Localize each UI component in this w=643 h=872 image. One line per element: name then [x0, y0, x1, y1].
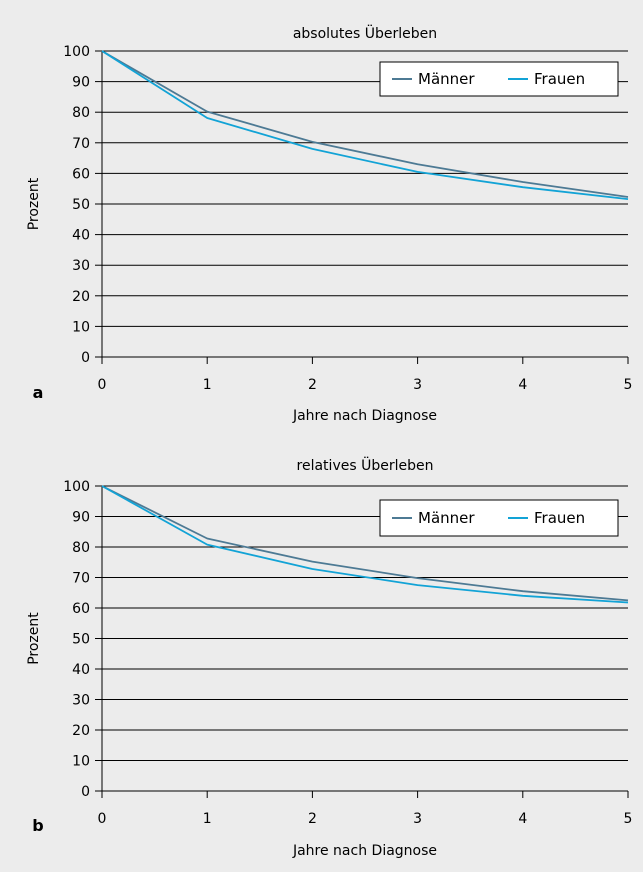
legend-label: Männer: [418, 509, 475, 527]
x-tick-label: 0: [98, 377, 107, 393]
y-tick-label: 50: [72, 632, 90, 648]
panel-letter: b: [32, 816, 43, 835]
legend-label: Frauen: [534, 70, 585, 88]
y-tick-label: 10: [72, 754, 90, 770]
y-tick-label: 20: [72, 289, 90, 305]
y-tick-label: 40: [72, 662, 90, 678]
y-tick-label: 90: [72, 510, 90, 526]
series-line-maenner: [101, 50, 629, 198]
x-axis-title: Jahre nach Diagnose: [292, 408, 437, 424]
y-axis-title: Prozent: [26, 177, 42, 230]
x-tick-label: 0: [98, 811, 107, 827]
x-tick-label: 4: [518, 811, 527, 827]
y-tick-label: 80: [72, 540, 90, 556]
y-tick-label: 0: [81, 784, 90, 800]
y-tick-label: 50: [72, 197, 90, 213]
y-tick-label: 60: [72, 601, 90, 617]
x-tick-label: 1: [203, 811, 212, 827]
y-tick-label: 0: [81, 350, 90, 366]
legend-label: Männer: [418, 70, 475, 88]
y-tick-label: 10: [72, 319, 90, 335]
y-tick-label: 100: [63, 479, 90, 495]
panel-letter: a: [33, 383, 44, 402]
x-tick-label: 5: [624, 811, 633, 827]
y-tick-label: 20: [72, 723, 90, 739]
series-line-frauen: [101, 485, 629, 604]
y-tick-label: 70: [72, 136, 90, 152]
y-tick-label: 40: [72, 228, 90, 244]
x-tick-label: 3: [413, 377, 422, 393]
legend: Männer Frauen: [379, 499, 619, 537]
y-tick-label: 100: [63, 44, 90, 60]
x-tick-label: 3: [413, 811, 422, 827]
x-tick-label: 2: [308, 811, 317, 827]
chart-panel-a: absolutes Überleben010203040506070809010…: [26, 24, 632, 424]
x-tick-label: 2: [308, 377, 317, 393]
x-tick-label: 4: [518, 377, 527, 393]
y-tick-label: 70: [72, 571, 90, 587]
series-line-maenner: [101, 485, 629, 602]
y-tick-label: 60: [72, 166, 90, 182]
y-tick-label: 30: [72, 693, 90, 709]
chart-title: absolutes Überleben: [293, 24, 437, 42]
x-tick-label: 5: [624, 377, 633, 393]
legend: Männer Frauen: [379, 61, 619, 97]
y-tick-label: 80: [72, 105, 90, 121]
x-axis-title: Jahre nach Diagnose: [292, 843, 437, 859]
y-axis-title: Prozent: [26, 612, 42, 665]
legend-label: Frauen: [534, 509, 585, 527]
chart-panel-b: relatives Überleben010203040506070809010…: [26, 456, 632, 859]
series-line-frauen: [101, 50, 629, 200]
y-tick-label: 30: [72, 258, 90, 274]
x-tick-label: 1: [203, 377, 212, 393]
legend-box: [379, 61, 619, 97]
chart-title: relatives Überleben: [297, 456, 434, 474]
legend-box: [379, 499, 619, 537]
y-tick-label: 90: [72, 75, 90, 91]
